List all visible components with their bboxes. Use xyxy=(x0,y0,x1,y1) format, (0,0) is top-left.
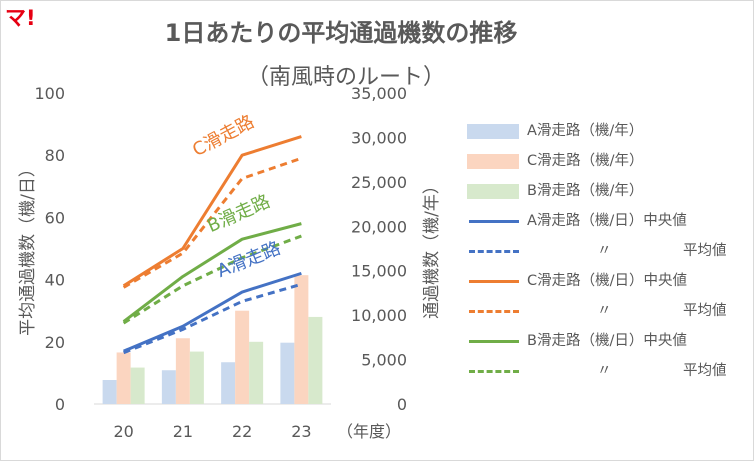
bar xyxy=(161,370,176,404)
legend-line-swatch xyxy=(469,310,519,313)
series-annotation: A滑走路 xyxy=(214,238,283,282)
y-right-tick-label: 15,000 xyxy=(351,262,407,281)
legend-item: 〃 平均値 xyxy=(467,357,747,385)
y-left-tick-label: 60 xyxy=(45,208,65,227)
chart-subtitle: （南風時のルート） xyxy=(246,65,445,90)
bar xyxy=(116,352,131,404)
y-right-tick-label: 25,000 xyxy=(351,173,407,192)
legend-item: B滑走路（機/年） xyxy=(467,177,747,205)
chart-title: 1日あたりの平均通過機数の推移 xyxy=(164,19,518,47)
bar xyxy=(280,342,295,404)
legend-line-swatch xyxy=(469,340,519,343)
legend-label: A滑走路（機/日）中央値 xyxy=(527,213,687,229)
series-line xyxy=(123,282,302,355)
y-right-tick-label: 0 xyxy=(397,395,407,414)
y-right-tick-label: 30,000 xyxy=(351,128,407,147)
legend-line-swatch xyxy=(469,280,519,283)
legend-label: B滑走路（機/年） xyxy=(527,183,644,199)
legend-item: C滑走路（機/日）中央値 xyxy=(467,267,747,295)
y-right-tick-label: 5,000 xyxy=(361,351,407,370)
y-left-tick-label: 100 xyxy=(34,84,65,103)
series-line xyxy=(122,234,302,325)
x-axis-label: （年度） xyxy=(337,422,401,441)
series-line xyxy=(123,271,302,353)
y-left-axis-label: 平均通過機数（機/日） xyxy=(18,160,38,336)
legend-line-swatch xyxy=(469,220,519,223)
legend-swatch xyxy=(467,124,519,139)
bar xyxy=(294,275,309,404)
legend-suffix: 平均値 xyxy=(683,243,727,259)
bar xyxy=(175,338,190,404)
bar xyxy=(308,316,323,404)
y-left-tick-label: 40 xyxy=(45,271,65,290)
bar xyxy=(189,351,204,404)
legend-swatch xyxy=(467,154,519,169)
y-left-tick-label: 0 xyxy=(55,395,65,414)
legend-swatch xyxy=(467,184,519,199)
legend-ditto-mark: 〃 xyxy=(597,363,612,379)
legend-suffix: 平均値 xyxy=(683,303,727,319)
x-tick-label: 22 xyxy=(232,422,252,441)
bar xyxy=(102,380,117,404)
x-tick-label: 20 xyxy=(113,422,133,441)
legend-label: B滑走路（機/日）中央値 xyxy=(527,333,687,349)
legend-item: A滑走路（機/日）中央値 xyxy=(467,207,747,235)
y-right-tick-label: 35,000 xyxy=(351,84,407,103)
legend-ditto-mark: 〃 xyxy=(597,303,612,319)
y-right-axis-label: 通過機数（機/年） xyxy=(422,177,442,319)
series-line xyxy=(122,135,302,288)
legend-label: A滑走路（機/年） xyxy=(527,123,644,139)
series-line xyxy=(122,222,302,323)
y-left-tick-label: 80 xyxy=(45,146,65,165)
legend-suffix: 平均値 xyxy=(683,363,727,379)
bar xyxy=(235,310,250,404)
legend-label: C滑走路（機/日）中央値 xyxy=(527,273,688,289)
legend-ditto-mark: 〃 xyxy=(597,243,612,259)
y-right-tick-label: 20,000 xyxy=(351,217,407,236)
y-left-tick-label: 20 xyxy=(45,333,65,352)
legend-label: C滑走路（機/年） xyxy=(527,153,644,169)
legend-line-swatch xyxy=(469,250,519,253)
x-tick-label: 23 xyxy=(291,422,311,441)
legend-item: 〃 平均値 xyxy=(467,237,747,265)
legend-item: C滑走路（機/年） xyxy=(467,147,747,175)
legend-line-swatch xyxy=(469,370,519,373)
legend-item: 〃 平均値 xyxy=(467,297,747,325)
x-tick-label: 21 xyxy=(173,422,193,441)
series-line xyxy=(122,156,302,289)
legend-item: A滑走路（機/年） xyxy=(467,117,747,145)
brand-logo: マ! xyxy=(5,6,36,30)
bar xyxy=(221,362,236,404)
bar xyxy=(249,341,264,404)
bar xyxy=(130,367,145,404)
y-right-tick-label: 10,000 xyxy=(351,306,407,325)
legend-item: B滑走路（機/日）中央値 xyxy=(467,327,747,355)
